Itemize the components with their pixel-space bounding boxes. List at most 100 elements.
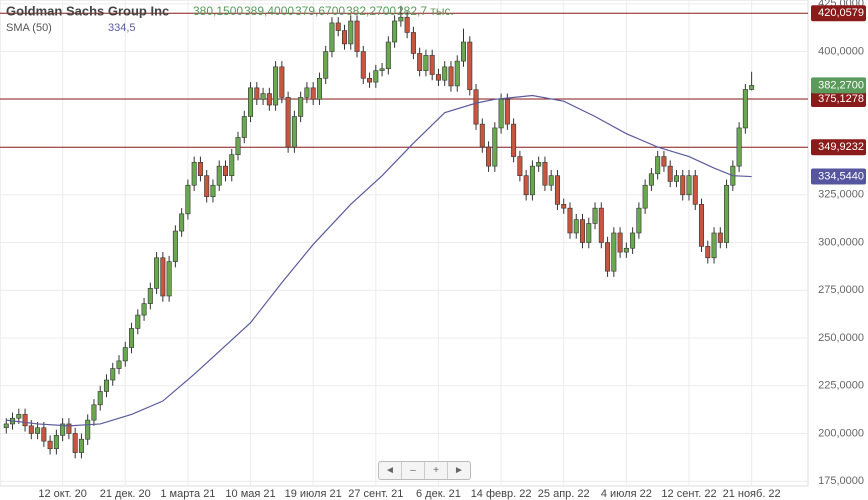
level-label-box (811, 91, 866, 108)
candle-body (692, 175, 698, 205)
x-tick-label: 27 сент. 21 (348, 488, 403, 500)
candle-body (567, 207, 573, 234)
candle-body (91, 404, 97, 421)
candle-body (116, 360, 122, 369)
candle-body (548, 175, 554, 186)
candle-body (78, 438, 84, 453)
candle-body (498, 99, 504, 129)
candle-body (467, 41, 473, 91)
sma-line (6, 94, 752, 427)
candle-body (536, 162, 542, 167)
candle-body (72, 433, 78, 453)
candle-body (97, 391, 103, 406)
candle-body (60, 423, 66, 436)
candle-body (210, 184, 216, 197)
candle-body (529, 165, 535, 196)
candle-body (598, 207, 604, 243)
indicator-value: 334,5 (108, 22, 136, 34)
y-tick-label: 425,0000 (818, 0, 864, 10)
candle-body (617, 232, 623, 253)
candle-body (423, 55, 429, 71)
x-tick-label: 21 нояб. 22 (723, 488, 781, 500)
candle-body (66, 423, 72, 434)
candle-body (492, 127, 498, 167)
candle-body (648, 173, 654, 186)
y-tick-label: 200,0000 (818, 427, 864, 439)
candle-body (686, 175, 692, 196)
candle-body (266, 93, 272, 106)
candle-body (435, 74, 441, 81)
candle-body (179, 213, 185, 232)
candle-body (310, 87, 316, 100)
candle-body (385, 41, 391, 70)
candle-body (85, 419, 91, 440)
candle-body (379, 68, 385, 71)
candle-body (523, 175, 529, 196)
candle-body (642, 184, 648, 209)
candle-body (103, 379, 109, 392)
x-tick-label: 1 марта 21 (160, 488, 215, 500)
x-tick-label: 12 сент. 22 (661, 488, 716, 500)
candle-body (323, 51, 329, 79)
candle-body (711, 232, 717, 259)
candle-body (348, 20, 354, 45)
candle-body (254, 87, 260, 100)
candle-body (392, 20, 398, 43)
level-label-text: 349,9232 (818, 141, 864, 153)
candle-body (22, 414, 28, 427)
x-tick-label: 10 мая 21 (225, 488, 275, 500)
candle-body (542, 162, 548, 186)
candle-body (41, 427, 47, 442)
last-price-box (811, 77, 866, 94)
candle-body (110, 368, 116, 381)
candle-body (561, 204, 567, 209)
candle-body (448, 66, 454, 87)
candle-body (191, 162, 197, 186)
candle-body (47, 440, 53, 450)
scroll-right[interactable]: ► (454, 465, 464, 476)
candle-body (35, 427, 41, 434)
candle-body (229, 154, 235, 176)
indicator-name: SMA (50) (6, 22, 52, 34)
candle-body (680, 175, 686, 196)
navigation: ◄ – + ► (378, 461, 471, 480)
x-tick-label: 6 дек. 21 (416, 488, 461, 500)
x-tick-label: 14 февр. 22 (471, 488, 532, 500)
zoom-in[interactable]: + (425, 462, 448, 479)
candle-body (580, 219, 586, 243)
candle-body (592, 207, 598, 224)
candle-body (655, 156, 661, 175)
y-tick-label: 225,0000 (818, 380, 864, 392)
candle-body (216, 165, 222, 186)
y-tick-label: 175,0000 (818, 475, 864, 487)
candle-body (429, 55, 435, 75)
sma-price-box (811, 168, 866, 185)
candle-body (473, 89, 479, 125)
candle-body (611, 232, 617, 272)
candle-body (705, 246, 711, 259)
zoom-out[interactable]: – (402, 462, 425, 479)
candle-body (673, 175, 679, 182)
y-tick-label: 325,0000 (818, 189, 864, 201)
candle-body (341, 30, 347, 45)
x-tick-label: 4 июля 22 (601, 488, 652, 500)
candle-body (736, 127, 742, 167)
level-label-text: 420,0579 (818, 7, 864, 19)
candle-body (630, 232, 636, 249)
candle-body (204, 175, 210, 197)
candle-body (354, 20, 360, 52)
candle-body (172, 230, 178, 262)
candle-body (511, 123, 517, 157)
scroll-left[interactable]: ◄ (379, 462, 402, 479)
last-price-text: 382,2700 (818, 79, 864, 91)
candle-body (154, 257, 160, 289)
x-tick-label: 25 апр. 22 (538, 488, 590, 500)
candle-body (16, 414, 22, 419)
candle-body (53, 435, 59, 450)
y-tick-label: 250,0000 (818, 332, 864, 344)
candle-body (410, 32, 416, 54)
candle-body (360, 51, 366, 79)
header-value: 382,2700 (346, 4, 396, 18)
